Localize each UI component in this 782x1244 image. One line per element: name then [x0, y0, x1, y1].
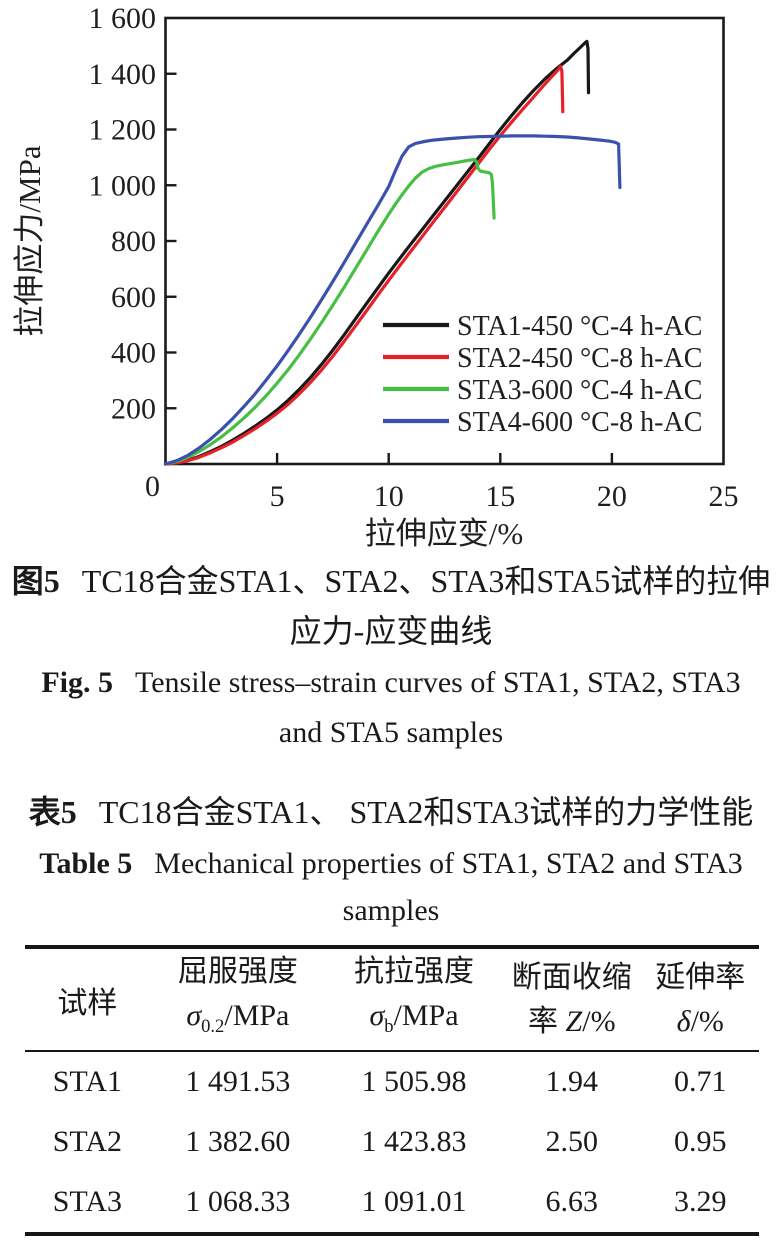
y-tick-label: 1 200 [89, 114, 157, 147]
col-header-reduction-of-area: 断面收缩 率 Z/% [502, 947, 642, 1052]
table-cell: 1 091.01 [361, 1185, 467, 1218]
table-cell: 1 491.53 [185, 1065, 291, 1098]
table-cell: STA2 [52, 1125, 123, 1158]
table-row: STA2 1 382.60 1 423.83 2.50 0.95 [25, 1112, 759, 1172]
table-cell: 1 382.60 [185, 1125, 291, 1158]
table-caption-zh: 表5 TC18合金STA1、 STA2和STA3试样的力学性能 [28, 794, 754, 830]
origin-tick-label: 0 [145, 470, 160, 503]
table-cell: STA1 [52, 1065, 123, 1098]
x-tick-label: 15 [485, 480, 515, 513]
x-tick-label: 5 [270, 480, 285, 513]
y-tick-label: 1 000 [89, 169, 157, 202]
table-cell: 0.95 [674, 1125, 727, 1158]
legend-label: STA3-600 °C-4 h-AC [457, 375, 702, 406]
legend-label: STA4-600 °C-8 h-AC [457, 407, 702, 438]
legend-label: STA2-450 °C-8 h-AC [457, 343, 702, 374]
table-number-en: Table 5 [39, 847, 133, 880]
table-row: STA3 1 068.33 1 091.01 6.63 3.29 [25, 1172, 759, 1234]
y-tick-label: 1 600 [89, 2, 157, 35]
figure-number-zh: 图5 [11, 563, 60, 599]
table-cell: 1 068.33 [185, 1185, 291, 1218]
table-cell: 6.63 [545, 1185, 599, 1218]
curve-series-2 [163, 64, 565, 466]
table-cell: 3.29 [674, 1185, 727, 1218]
x-tick-label: 25 [709, 480, 739, 513]
y-axis-title: 拉伸应力/MPa [12, 145, 47, 336]
y-tick-label: 200 [111, 392, 156, 425]
figure-caption-en-line2: and STA5 samples [278, 716, 504, 749]
table-cell: 1 423.83 [361, 1125, 467, 1158]
col-header-yield-strength: 屈服强度 σ0.2/MPa [149, 947, 326, 1052]
figure-number-en: Fig. 5 [41, 666, 114, 699]
x-tick-label: 10 [374, 480, 404, 513]
curve-series-1 [163, 39, 591, 466]
col-header-elongation: 延伸率 δ/% [641, 947, 759, 1052]
figure-caption-en-line1: Fig. 5 Tensile stress–strain curves of ST… [41, 666, 741, 699]
table-cell: 2.50 [545, 1125, 599, 1158]
y-tick-label: 800 [111, 225, 156, 258]
figure-caption-zh: 图5 TC18合金STA1、STA2、STA3和STA5试样的拉伸 应力-应变曲线 [0, 556, 782, 656]
table-caption-en: Table 5 Mechanical properties of STA1, ST… [0, 840, 782, 934]
stress-strain-chart: 5 10 15 20 25 200 400 600 800 1 000 1 200 1 400 1 60… [12, 2, 739, 551]
table-caption-en-line1: Table 5 Mechanical properties of STA1, ST… [39, 847, 743, 880]
col-header-sample: 试样 [25, 947, 150, 1052]
table-cell: 1 505.98 [361, 1065, 467, 1098]
table-cell: 0.71 [674, 1065, 727, 1098]
mechanical-properties-table: 试样 屈服强度 σ0.2/MPa 抗拉强度 σb/MPa 断面收缩 率 Z/% [25, 945, 759, 1236]
curve-series-3 [163, 158, 496, 466]
x-tick-label: 20 [597, 480, 627, 513]
table-body: STA1 1 491.53 1 505.98 1.94 0.71 STA2 1 382.60… [25, 1051, 759, 1234]
figure-caption-zh-line1: 图5 TC18合金STA1、STA2、STA3和STA5试样的拉伸 [11, 563, 771, 599]
table-cell: 1.94 [545, 1065, 599, 1098]
col-header-tensile-strength: 抗拉强度 σb/MPa [325, 947, 503, 1052]
figure-caption-zh-line2: 应力-应变曲线 [289, 613, 493, 649]
figure-caption-en: Fig. 5 Tensile stress–strain curves of ST… [0, 658, 782, 758]
table-caption-en-line2: samples [342, 894, 440, 927]
table-row: STA1 1 491.53 1 505.98 1.94 0.71 [25, 1051, 759, 1112]
table-cell: STA3 [52, 1185, 123, 1218]
curve-series-4 [163, 134, 622, 466]
legend-label: STA1-450 °C-4 h-AC [457, 311, 702, 342]
x-axis-title: 拉伸应变/% [365, 516, 523, 551]
y-tick-label: 600 [111, 281, 156, 314]
y-tick-label: 400 [111, 337, 156, 370]
y-tick-label: 1 400 [89, 58, 157, 91]
table-header: 试样 屈服强度 σ0.2/MPa 抗拉强度 σb/MPa 断面收缩 率 Z/% [25, 947, 759, 1052]
table-number-zh: 表5 [28, 794, 77, 830]
